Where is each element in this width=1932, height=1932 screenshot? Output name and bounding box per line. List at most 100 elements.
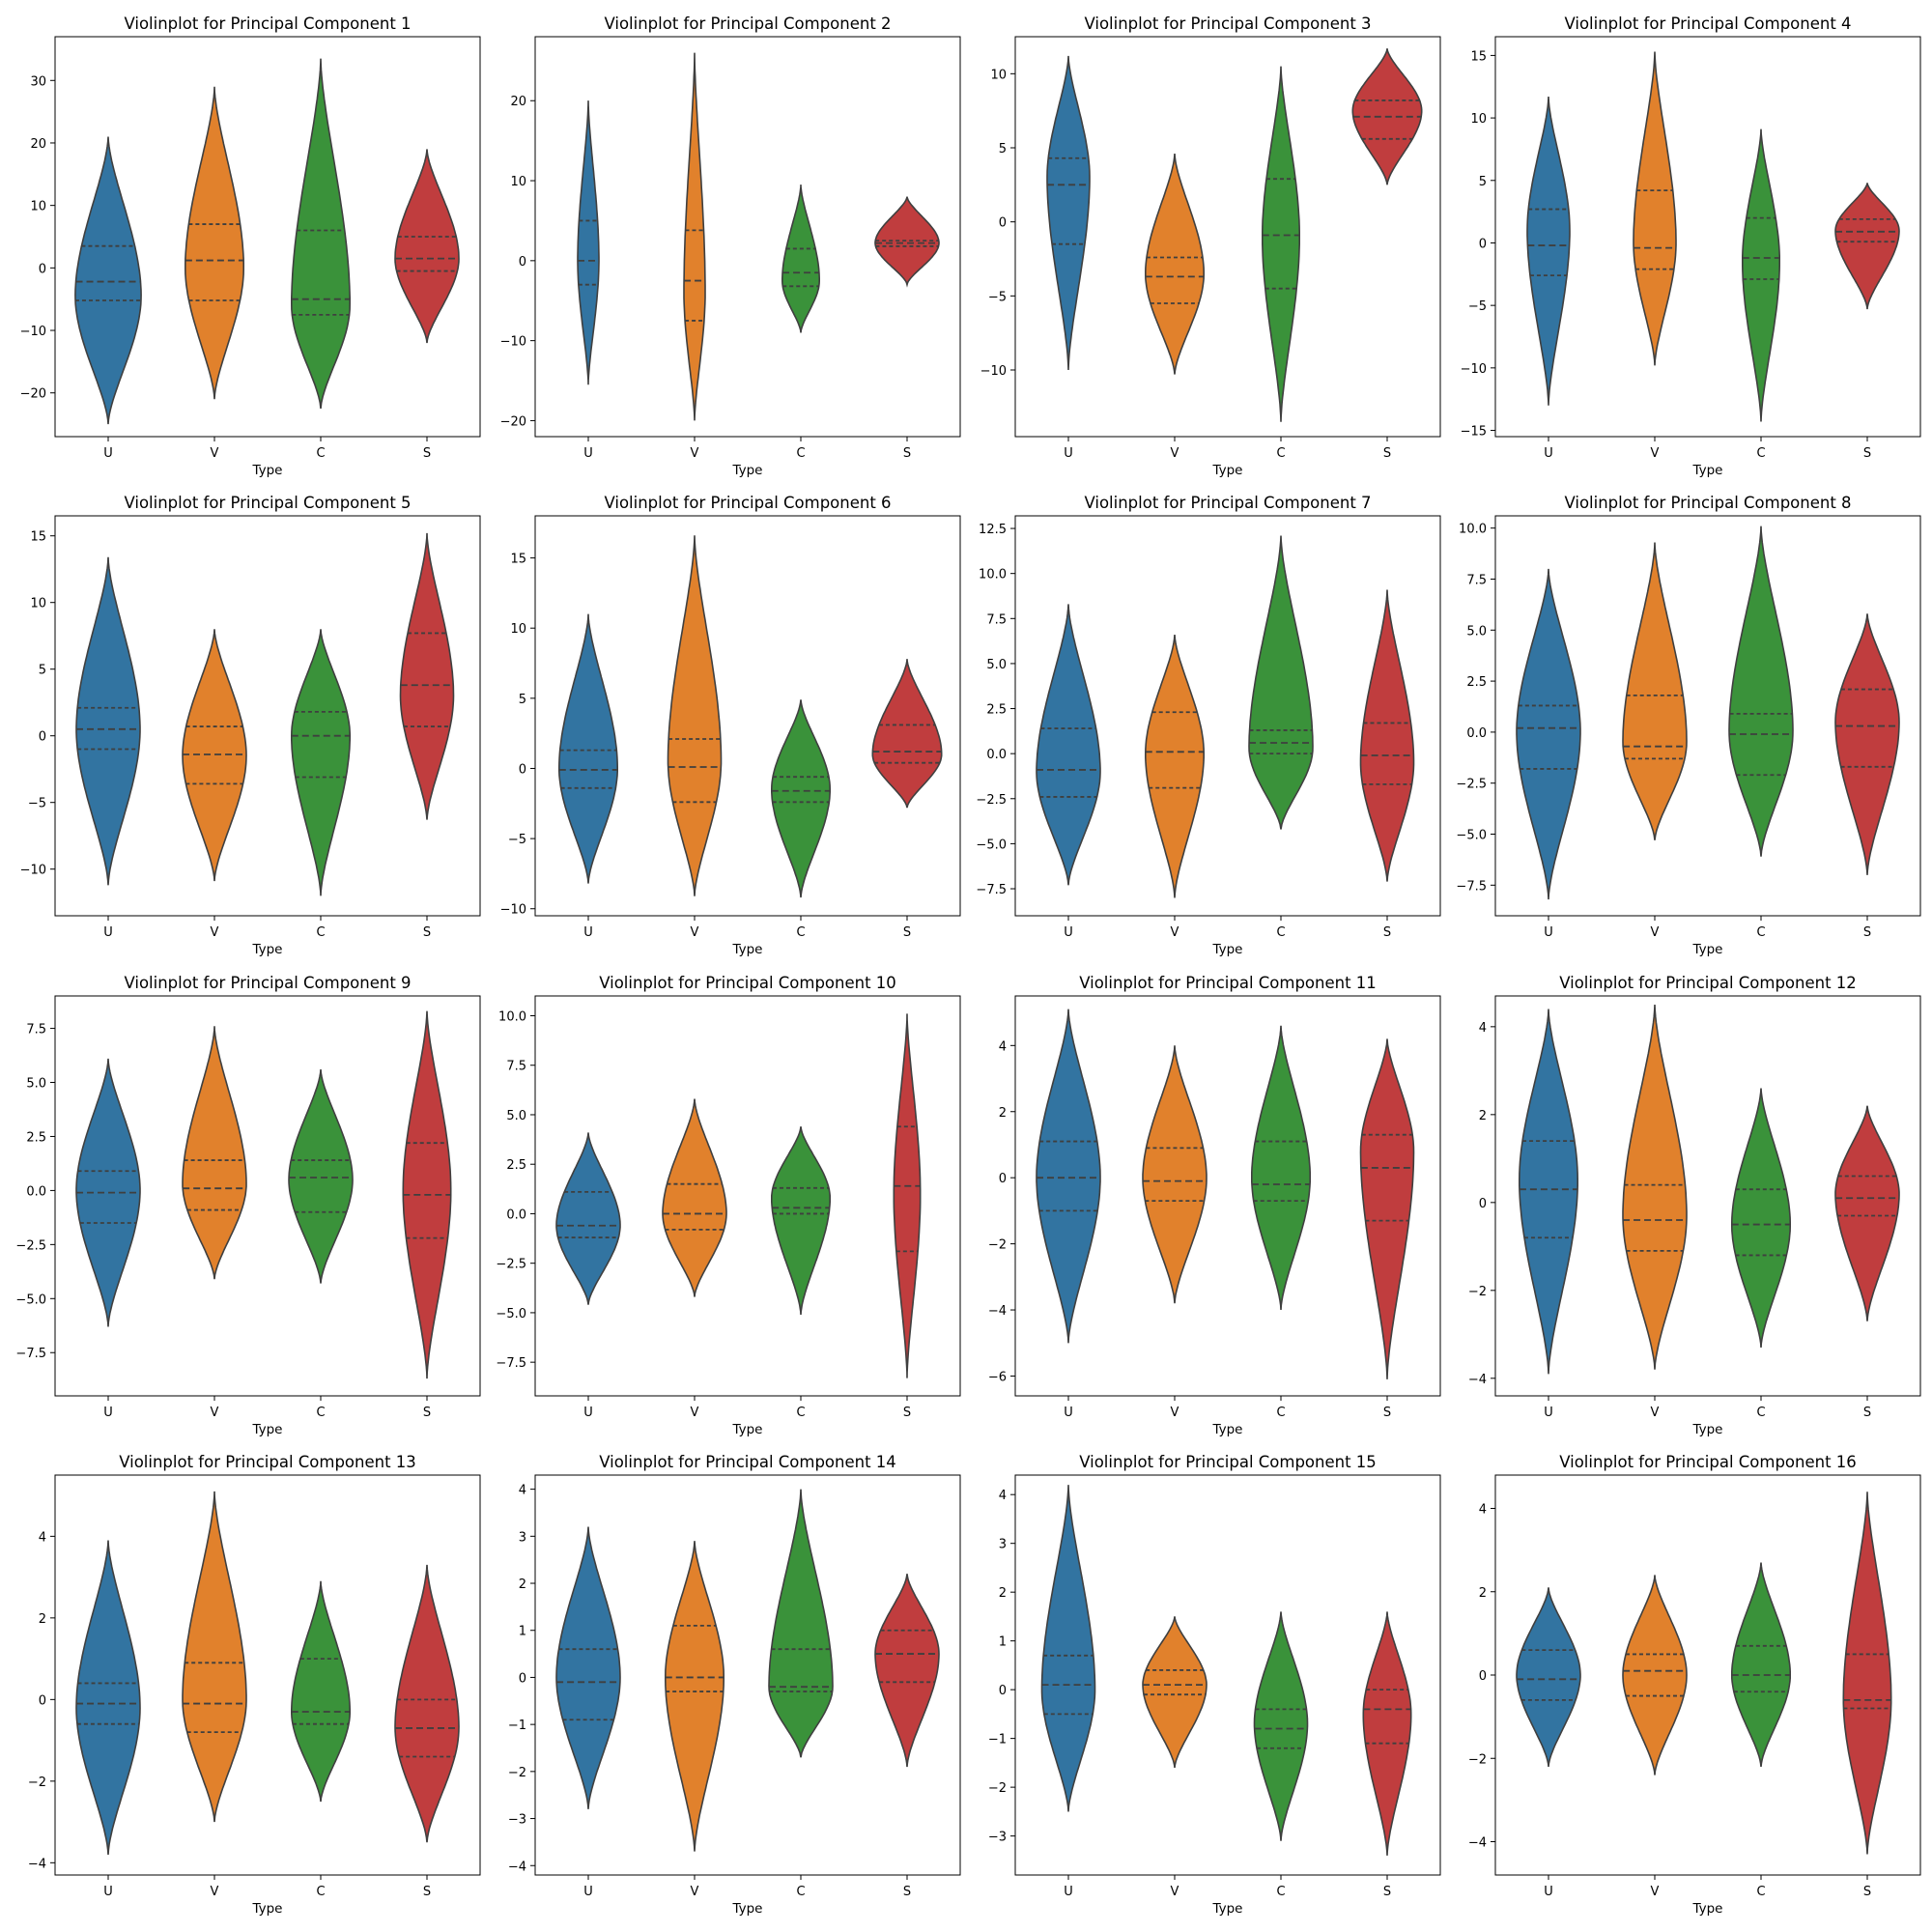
y-tick-label: −5.0 bbox=[976, 838, 1007, 852]
y-tick-label: 10.0 bbox=[1459, 523, 1487, 537]
subplot-title: Violinplot for Principal Component 5 bbox=[124, 494, 411, 512]
violin-V bbox=[1622, 542, 1688, 840]
subplot-2: Violinplot for Principal Component 2 −20 −… bbox=[500, 14, 961, 478]
x-tick-label: V bbox=[211, 446, 219, 461]
x-tick-label: U bbox=[103, 446, 113, 461]
subplot-title: Violinplot for Principal Component 15 bbox=[1079, 1453, 1377, 1471]
y-tick-label: 5 bbox=[1479, 175, 1487, 189]
violin-U bbox=[75, 1540, 141, 1855]
y-tick-label: −10 bbox=[500, 335, 526, 350]
violin-V bbox=[683, 52, 706, 421]
y-tick-label: −5.0 bbox=[15, 1293, 46, 1307]
x-axis-label: Type bbox=[731, 1422, 762, 1437]
y-tick-label: −2.5 bbox=[15, 1238, 46, 1253]
x-tick-label: U bbox=[583, 925, 593, 940]
y-tick-label: 0.0 bbox=[1466, 726, 1487, 741]
y-tick-label: 10 bbox=[1470, 112, 1487, 127]
y-tick-label: 4 bbox=[1479, 1503, 1487, 1518]
x-tick-label: S bbox=[1383, 1885, 1391, 1899]
y-tick-label: 0 bbox=[999, 216, 1007, 231]
x-tick-label: U bbox=[103, 925, 113, 940]
y-tick-label: 0 bbox=[1479, 1197, 1487, 1211]
axes-frame bbox=[1014, 1474, 1441, 1876]
x-tick-label: V bbox=[211, 925, 219, 940]
y-tick-label: 4 bbox=[39, 1530, 46, 1545]
subplot-7: Violinplot for Principal Component 7 −7.5… bbox=[976, 494, 1441, 957]
violin-S bbox=[1842, 1492, 1892, 1855]
y-tick-label: 5 bbox=[39, 664, 46, 678]
x-tick-label: V bbox=[1171, 1885, 1179, 1899]
x-tick-label: S bbox=[423, 1406, 431, 1420]
x-tick-label: C bbox=[1756, 925, 1765, 940]
x-tick-label: U bbox=[1064, 925, 1073, 940]
subplot-title: Violinplot for Principal Component 6 bbox=[604, 494, 891, 512]
x-axis-label: Type bbox=[251, 463, 282, 478]
violin-U bbox=[577, 100, 600, 385]
y-tick-label: 0 bbox=[519, 762, 526, 777]
violin-S bbox=[874, 1574, 940, 1768]
y-tick-label: −4 bbox=[508, 1860, 526, 1874]
x-tick-label: C bbox=[1276, 925, 1285, 940]
violin-U bbox=[1516, 568, 1581, 900]
y-tick-label: −5 bbox=[988, 290, 1007, 304]
y-tick-label: 3 bbox=[999, 1538, 1007, 1552]
y-tick-label: −2 bbox=[988, 1781, 1007, 1796]
y-tick-label: 10 bbox=[510, 175, 526, 189]
subplot-16: Violinplot for Principal Component 16 −4 −… bbox=[1468, 1453, 1921, 1917]
y-tick-label: 10 bbox=[990, 68, 1007, 82]
y-tick-label: 0.0 bbox=[26, 1184, 46, 1199]
y-tick-label: −4 bbox=[28, 1857, 46, 1871]
y-tick-label: −2.5 bbox=[976, 793, 1007, 808]
x-axis-label: Type bbox=[251, 1901, 282, 1917]
axes-frame bbox=[534, 995, 961, 1397]
violin-U bbox=[1036, 1009, 1101, 1344]
y-tick-label: 5.0 bbox=[506, 1109, 526, 1123]
violin-U bbox=[1036, 604, 1101, 886]
x-tick-label: V bbox=[1651, 925, 1660, 940]
violin-S bbox=[1834, 613, 1900, 875]
x-tick-label: S bbox=[903, 446, 911, 461]
subplot-title: Violinplot for Principal Component 10 bbox=[599, 974, 896, 992]
violin-C bbox=[771, 699, 831, 898]
y-tick-label: 30 bbox=[30, 74, 46, 89]
y-tick-label: 1 bbox=[999, 1635, 1007, 1650]
y-tick-label: 15 bbox=[510, 553, 526, 567]
subplot-title: Violinplot for Principal Component 4 bbox=[1564, 14, 1851, 33]
axes-frame bbox=[54, 515, 481, 917]
x-tick-label: C bbox=[1276, 1885, 1285, 1899]
subplot-title: Violinplot for Principal Component 3 bbox=[1084, 14, 1371, 33]
y-tick-label: 2.5 bbox=[26, 1130, 46, 1145]
violin-C bbox=[768, 1489, 834, 1758]
subplot-title: Violinplot for Principal Component 2 bbox=[604, 14, 891, 33]
subplot-10: Violinplot for Principal Component 10 −7.… bbox=[496, 974, 961, 1437]
x-axis-label: Type bbox=[731, 1901, 762, 1917]
y-tick-label: 0 bbox=[519, 255, 526, 270]
y-tick-label: 10 bbox=[30, 597, 46, 611]
y-tick-label: −6 bbox=[988, 1370, 1007, 1384]
x-tick-label: V bbox=[1651, 446, 1660, 461]
violin-C bbox=[1728, 526, 1794, 857]
y-tick-label: 7.5 bbox=[26, 1023, 46, 1037]
violin-U bbox=[558, 613, 618, 884]
y-tick-label: −5 bbox=[28, 797, 46, 811]
x-tick-label: V bbox=[211, 1885, 219, 1899]
violin-U bbox=[1516, 1587, 1581, 1767]
y-tick-label: 2 bbox=[39, 1612, 46, 1627]
y-tick-label: −7.5 bbox=[496, 1356, 526, 1371]
x-tick-label: C bbox=[316, 1406, 325, 1420]
y-tick-label: −7.5 bbox=[15, 1347, 46, 1361]
y-tick-label: 4 bbox=[1479, 1021, 1487, 1036]
x-axis-label: Type bbox=[1211, 463, 1242, 478]
y-tick-label: 2.5 bbox=[1466, 675, 1487, 690]
x-axis-label: Type bbox=[731, 463, 762, 478]
violin-C bbox=[291, 1580, 351, 1803]
axes-frame bbox=[1494, 36, 1921, 438]
x-tick-label: U bbox=[1064, 1406, 1073, 1420]
x-tick-label: C bbox=[796, 1406, 805, 1420]
y-tick-label: 2 bbox=[999, 1106, 1007, 1121]
subplot-title: Violinplot for Principal Component 14 bbox=[599, 1453, 896, 1471]
violin-C bbox=[1248, 535, 1314, 830]
violin-S bbox=[871, 659, 943, 809]
subplot-4: Violinplot for Principal Component 4 −15 −… bbox=[1461, 14, 1921, 478]
y-tick-label: −2 bbox=[1468, 1285, 1487, 1299]
